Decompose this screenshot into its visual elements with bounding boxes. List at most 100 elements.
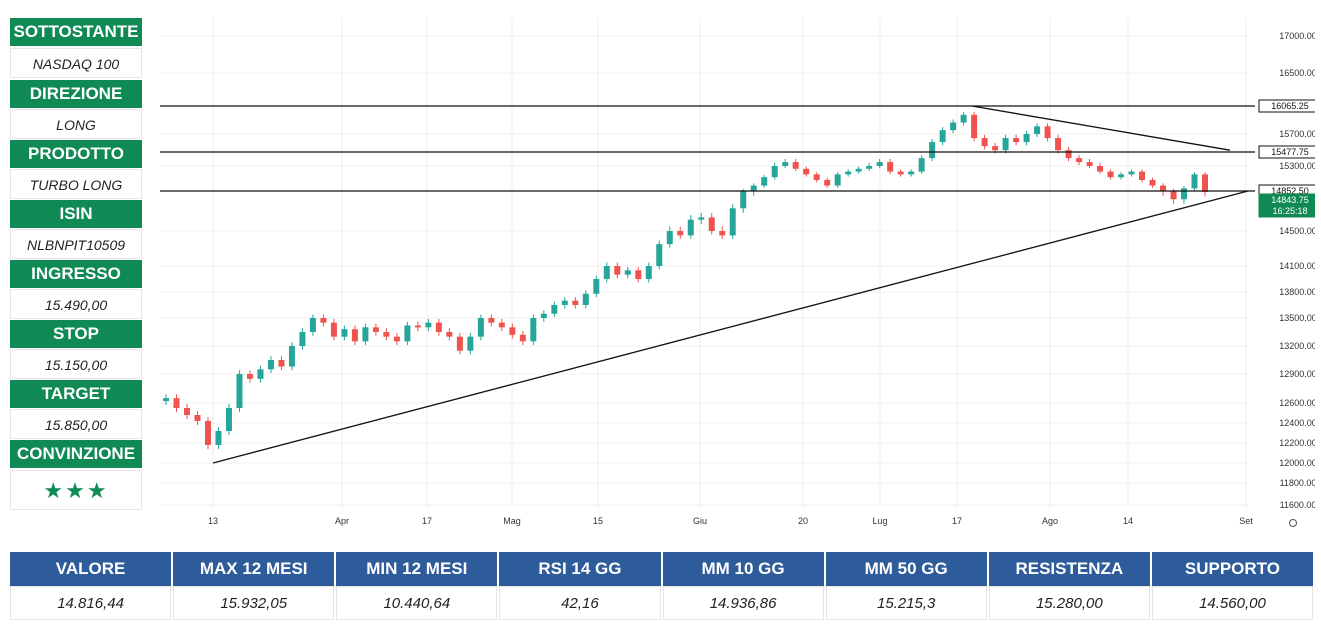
y-tick-label: 12600.00 (1279, 398, 1315, 408)
candle-body (1065, 150, 1072, 159)
y-tick-label: 12400.00 (1279, 418, 1315, 428)
candle-body (593, 279, 600, 294)
candle-body (351, 329, 358, 342)
candlestick-chart: 17000.00 16500.00 15700.00 15300.00 14500.00… (160, 18, 1321, 530)
downtrend-line (971, 105, 1231, 151)
candle-body (299, 332, 306, 346)
candle-body (908, 171, 915, 175)
candle-body (960, 114, 967, 123)
candle-body (929, 142, 936, 159)
y-tick-label: 12000.00 (1279, 458, 1315, 468)
candle-body (813, 174, 820, 180)
candle-body (551, 305, 558, 314)
candle-body (414, 325, 421, 328)
header-resistenza: RESISTENZA (988, 552, 1150, 586)
candle-body (278, 360, 285, 367)
stats-value-row: 14.816,44 15.932,05 10.440,64 42,16 14.9… (10, 586, 1313, 620)
candle-body (897, 171, 904, 175)
y-tick-label: 16500.00 (1279, 68, 1315, 78)
y-tick-label: 14500.00 (1279, 226, 1315, 236)
candle-body (1097, 166, 1104, 172)
label-direzione: DIREZIONE (10, 80, 142, 108)
value-sottostante: NASDAQ 100 (10, 48, 142, 78)
x-tick-label: 17 (422, 516, 432, 526)
candle-body (582, 293, 589, 305)
value-prodotto: TURBO LONG (10, 169, 142, 199)
y-tick-label: 15700.00 (1279, 129, 1315, 139)
candle-body (845, 171, 852, 175)
header-min-12-mesi: MIN 12 MESI (336, 552, 498, 586)
candle-body (666, 231, 673, 245)
y-tick-label: 12200.00 (1279, 438, 1315, 448)
candle-body (446, 332, 453, 337)
candle-body (824, 179, 831, 186)
candle-body (330, 322, 337, 337)
candle-body (866, 166, 873, 169)
x-tick-label: Set (1239, 516, 1253, 526)
header-supporto: SUPPORTO (1151, 552, 1313, 586)
candle-body (163, 398, 169, 402)
candle-body (698, 217, 705, 220)
stats-header-row: VALORE MAX 12 MESI MIN 12 MESI RSI 14 GG… (10, 552, 1313, 586)
candle-body (372, 327, 379, 332)
x-tick-label: 15 (593, 516, 603, 526)
candle-body (498, 322, 505, 328)
x-tick-label: Apr (335, 516, 349, 526)
candle-body (729, 208, 736, 236)
uptrend-line (212, 190, 1249, 464)
candle-body (887, 162, 894, 172)
price-label-text: 16:25:18 (1272, 206, 1307, 216)
chart-svg: 17000.00 16500.00 15700.00 15300.00 14500.00… (160, 18, 1321, 527)
candle-body (246, 374, 253, 379)
candle-body (624, 270, 631, 275)
x-tick-label: Ago (1042, 516, 1058, 526)
candle-body (677, 231, 684, 236)
candle-body (992, 146, 999, 151)
trade-info-panel: SOTTOSTANTE NASDAQ 100 DIREZIONE LONG PR… (10, 18, 142, 511)
label-target: TARGET (10, 380, 142, 408)
candle-body (320, 318, 327, 323)
value-mm-50-gg: 15.215,3 (825, 586, 987, 620)
candle-body (834, 174, 841, 186)
value-rsi-14-gg: 42,16 (499, 586, 661, 620)
value-target: 15.850,00 (10, 409, 142, 439)
candle-body (267, 360, 274, 370)
candle-body (561, 300, 568, 305)
candle-body (288, 346, 295, 367)
candle-body (257, 369, 264, 379)
header-rsi-14-gg: RSI 14 GG (499, 552, 661, 586)
value-max-12-mesi: 15.932,05 (173, 586, 335, 620)
candle-body (792, 162, 799, 169)
candle-body (656, 244, 663, 266)
candle-body (1023, 134, 1030, 143)
header-max-12-mesi: MAX 12 MESI (173, 552, 335, 586)
value-ingresso: 15.490,00 (10, 289, 142, 319)
candle-body (362, 327, 369, 342)
x-tick-label: Lug (872, 516, 887, 526)
candle-body (971, 114, 978, 139)
candle-body (519, 334, 526, 342)
candle-body (1076, 158, 1083, 163)
value-direzione: LONG (10, 109, 142, 139)
header-mm-50-gg: MM 50 GG (825, 552, 987, 586)
candle-body (1107, 171, 1114, 178)
candle-body (1181, 188, 1188, 200)
candle-body (1118, 174, 1125, 178)
y-tick-label: 14100.00 (1279, 261, 1315, 271)
candle-body (477, 318, 484, 337)
y-tick-label: 12900.00 (1279, 369, 1315, 379)
candle-body (1160, 185, 1167, 192)
candle-body (635, 270, 642, 279)
candle-body (687, 219, 694, 236)
value-isin: NLBNPIT10509 (10, 229, 142, 259)
candle-body (540, 313, 547, 318)
value-mm-10-gg: 14.936,86 (662, 586, 824, 620)
candle-body (393, 336, 400, 342)
label-stop: STOP (10, 320, 142, 348)
candle-body (1086, 162, 1093, 166)
candle-body (1202, 174, 1208, 192)
y-tick-label: 11800.00 (1280, 478, 1315, 488)
candle-body (204, 421, 211, 445)
label-convinzione: CONVINZIONE (10, 440, 142, 468)
y-tick-label: 17000.00 (1279, 31, 1315, 41)
